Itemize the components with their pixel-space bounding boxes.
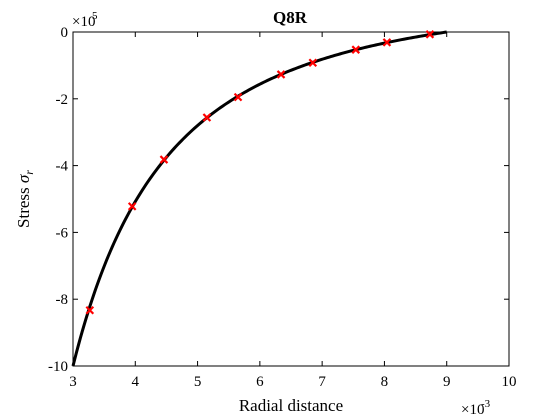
y-axis-label-text: Stress (14, 183, 33, 228)
y-axis-label: Stress σr (14, 170, 36, 228)
x-tick-label: 3 (69, 374, 77, 390)
x-exponent-power: -3 (481, 398, 491, 410)
y-exponent-power: 5 (92, 10, 98, 22)
y-exponent: ×10 5 (72, 10, 98, 30)
x-axis-label: Radial distance (239, 396, 343, 415)
x-tick-label: 5 (194, 374, 202, 390)
y-axis-label-subscript: r (22, 170, 36, 175)
y-tick-label: -4 (56, 159, 69, 175)
x-tick-label: 6 (256, 374, 264, 390)
x-tick-label: 10 (502, 374, 517, 390)
y-tick-label: -10 (48, 359, 68, 375)
x-tick-label: 8 (381, 374, 389, 390)
x-tick-label: 4 (132, 374, 140, 390)
x-tick-label: 7 (318, 374, 326, 390)
x-exponent: ×10 -3 (461, 398, 491, 418)
y-tick-label: 0 (61, 25, 69, 41)
y-tick-label: -8 (56, 292, 69, 308)
y-tick-label: -6 (56, 225, 69, 241)
chart-title: Q8R (273, 8, 308, 27)
x-tick-label: 9 (443, 374, 451, 390)
y-tick-label: -2 (56, 92, 69, 108)
